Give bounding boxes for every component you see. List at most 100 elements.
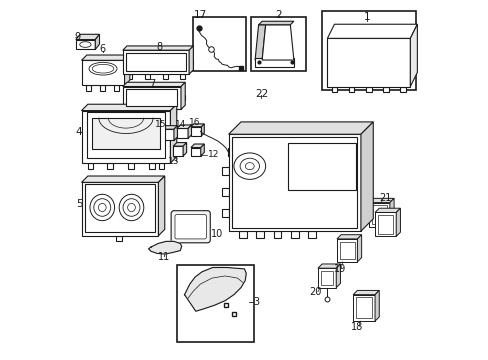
Text: 9: 9 [74, 32, 81, 42]
Polygon shape [163, 126, 177, 129]
Polygon shape [374, 208, 400, 212]
Text: 16: 16 [188, 118, 200, 127]
Polygon shape [389, 198, 393, 226]
Polygon shape [148, 242, 182, 254]
Ellipse shape [92, 64, 114, 73]
Bar [366, 86, 371, 92]
Polygon shape [262, 25, 293, 60]
Bar [222, 209, 228, 217]
Bar [163, 74, 167, 79]
Polygon shape [368, 203, 389, 226]
Bar [250, 17, 305, 71]
Bar [116, 236, 122, 242]
Text: 12: 12 [207, 150, 219, 159]
Bar [332, 35, 336, 39]
Ellipse shape [245, 163, 254, 170]
Polygon shape [357, 235, 361, 262]
Text: 3: 3 [253, 297, 259, 307]
Polygon shape [201, 144, 204, 156]
Polygon shape [173, 143, 186, 146]
Text: 20: 20 [308, 287, 321, 297]
Polygon shape [355, 297, 371, 318]
Bar [181, 95, 184, 100]
Text: 10: 10 [210, 229, 223, 239]
Polygon shape [255, 25, 265, 60]
Polygon shape [374, 291, 379, 321]
Bar [189, 59, 192, 64]
Text: 7: 7 [149, 79, 155, 89]
Ellipse shape [233, 153, 265, 179]
Polygon shape [95, 34, 99, 49]
Polygon shape [183, 143, 186, 156]
Polygon shape [122, 86, 181, 109]
Bar [170, 143, 174, 149]
Polygon shape [327, 39, 409, 86]
Polygon shape [126, 53, 185, 71]
Polygon shape [92, 118, 160, 149]
Ellipse shape [127, 203, 135, 212]
Polygon shape [81, 176, 164, 183]
Polygon shape [126, 89, 177, 106]
Polygon shape [76, 40, 95, 49]
Bar [239, 231, 246, 238]
Bar [307, 231, 315, 238]
FancyBboxPatch shape [171, 211, 210, 243]
Bar [322, 11, 415, 90]
Text: 14: 14 [174, 120, 185, 129]
Polygon shape [409, 24, 417, 86]
Text: 4: 4 [76, 127, 82, 138]
Bar [355, 35, 359, 39]
Polygon shape [190, 148, 201, 156]
Polygon shape [122, 50, 189, 74]
Polygon shape [336, 239, 357, 262]
Bar [158, 211, 163, 217]
Text: 2: 2 [275, 10, 282, 20]
Bar [177, 265, 254, 342]
Text: 1: 1 [363, 12, 369, 22]
Ellipse shape [240, 158, 259, 174]
Polygon shape [190, 127, 201, 136]
Bar [149, 163, 155, 169]
Polygon shape [352, 291, 379, 294]
Polygon shape [190, 124, 204, 127]
Polygon shape [352, 294, 374, 321]
Polygon shape [122, 82, 185, 86]
Bar [86, 85, 91, 91]
Bar [170, 127, 174, 132]
Polygon shape [377, 215, 392, 234]
Text: 18: 18 [350, 323, 362, 333]
Bar [179, 74, 184, 79]
FancyBboxPatch shape [175, 215, 206, 239]
Bar [400, 86, 405, 92]
Polygon shape [360, 122, 372, 231]
Polygon shape [336, 264, 340, 288]
Polygon shape [189, 46, 193, 74]
Polygon shape [188, 125, 191, 138]
Text: 13: 13 [167, 157, 179, 166]
Bar [128, 163, 133, 169]
Polygon shape [81, 55, 130, 60]
Bar [193, 17, 245, 71]
Polygon shape [336, 235, 361, 239]
Polygon shape [228, 134, 360, 231]
Bar [256, 231, 264, 238]
Bar [87, 163, 93, 169]
Polygon shape [201, 124, 204, 136]
Bar [127, 109, 132, 114]
Bar [377, 35, 382, 39]
Bar [222, 188, 228, 196]
Polygon shape [258, 21, 293, 25]
Ellipse shape [80, 42, 91, 48]
Polygon shape [181, 82, 185, 109]
Bar [114, 85, 119, 91]
Text: 22: 22 [254, 89, 267, 99]
Polygon shape [317, 264, 340, 268]
Polygon shape [184, 267, 246, 311]
Polygon shape [81, 104, 176, 111]
Polygon shape [85, 184, 155, 232]
Bar [124, 70, 128, 75]
Bar [171, 109, 176, 114]
Polygon shape [87, 112, 165, 158]
Text: 11: 11 [158, 252, 170, 262]
Bar [127, 74, 132, 79]
